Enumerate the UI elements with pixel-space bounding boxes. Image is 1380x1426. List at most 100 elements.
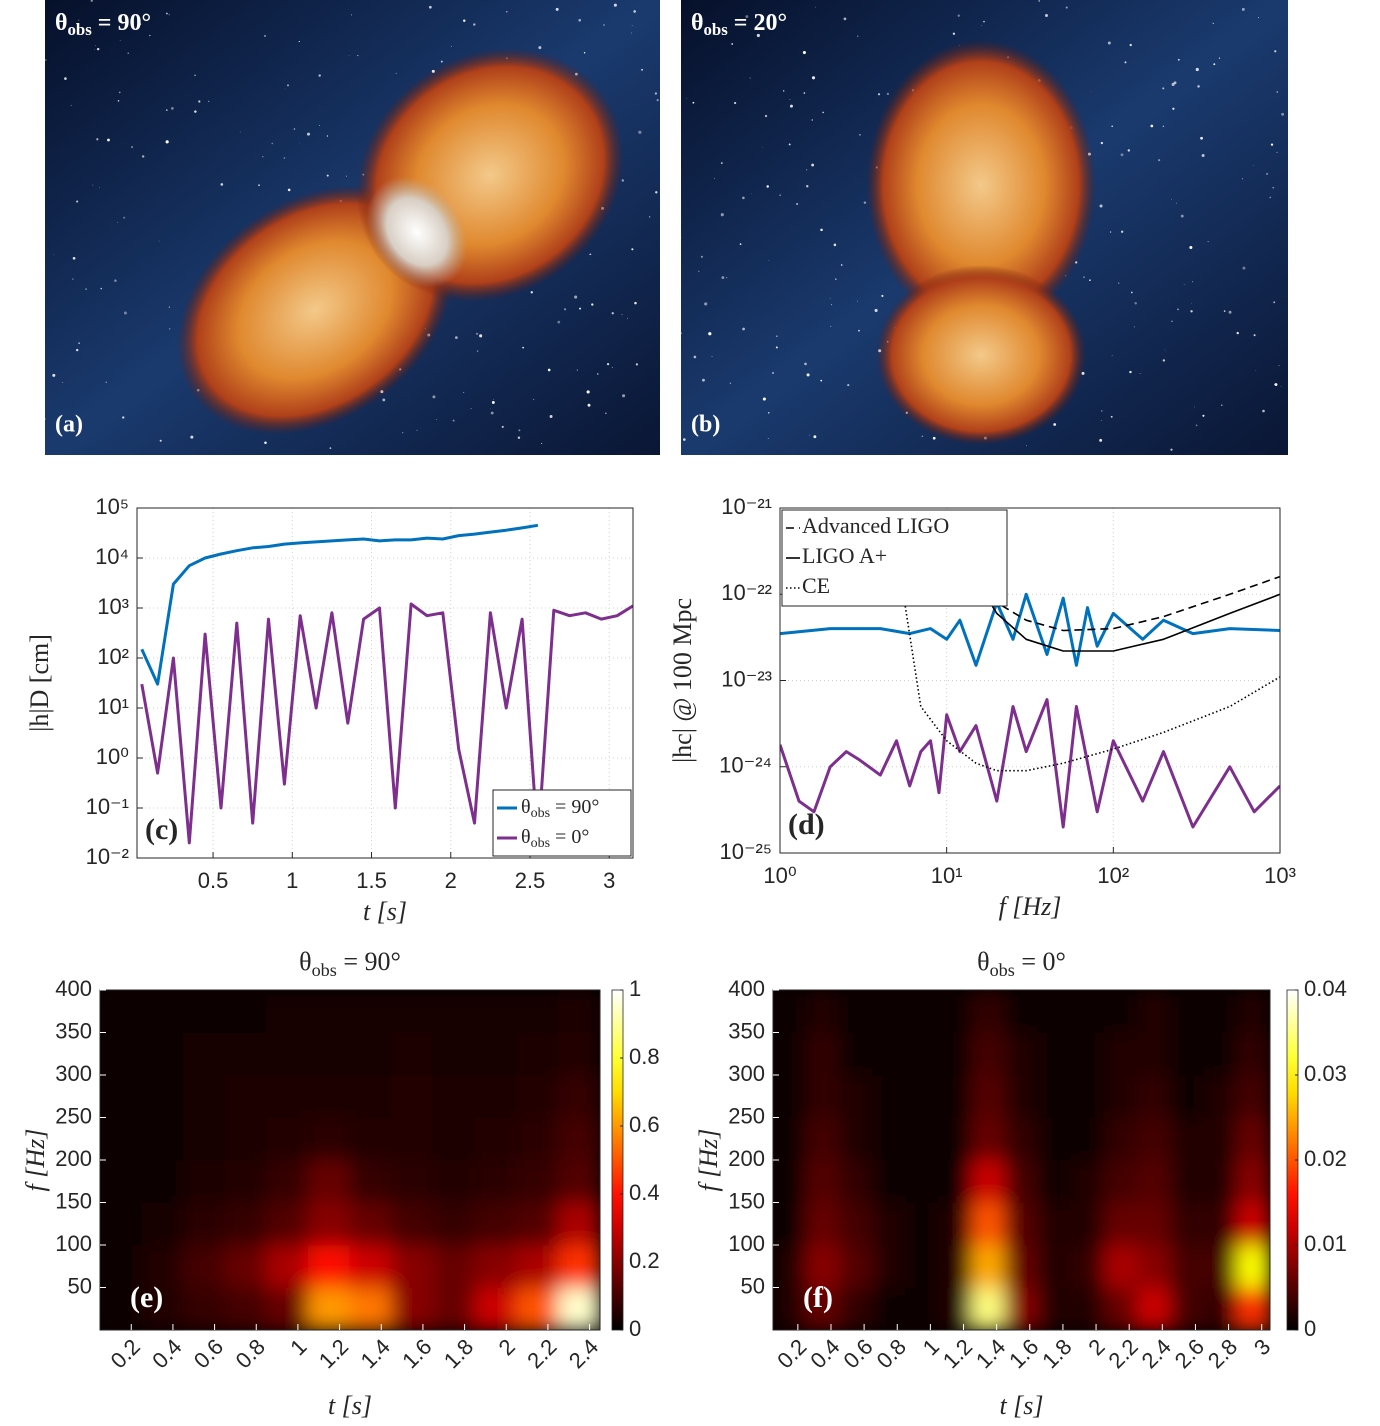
star <box>656 98 659 102</box>
heatmap-cell <box>432 1159 476 1203</box>
series-group <box>140 523 633 845</box>
heatmap-cell <box>1004 1159 1039 1203</box>
star <box>631 25 633 27</box>
star <box>1273 301 1276 304</box>
star <box>1118 282 1120 284</box>
star <box>416 429 418 431</box>
star <box>1164 349 1166 351</box>
star <box>319 124 321 126</box>
star <box>833 243 837 247</box>
image-title: θobs = 90° <box>55 10 151 40</box>
star <box>165 109 168 111</box>
star <box>1171 320 1173 322</box>
heatmap-cell <box>905 990 940 1033</box>
heatmap-cell <box>432 1202 476 1246</box>
heatmap-cell <box>557 1202 600 1246</box>
star <box>555 7 559 11</box>
heatmap-cell <box>805 1159 840 1203</box>
y-axis-label: f [Hz] <box>21 1129 50 1192</box>
star <box>693 355 697 359</box>
heatmap-cell <box>838 1032 873 1076</box>
x-tick-label: 2.4 <box>564 1334 603 1373</box>
heatmap-cell <box>100 1244 143 1288</box>
x-tick-label: 3 <box>603 868 615 893</box>
star <box>100 287 103 290</box>
star <box>591 303 594 306</box>
star <box>194 74 196 77</box>
star <box>813 435 817 439</box>
star <box>806 169 808 171</box>
heatmap-cell <box>391 1074 434 1118</box>
star <box>720 162 723 165</box>
series-line <box>946 533 1280 632</box>
star <box>131 146 133 148</box>
heatmap-cell <box>805 1032 840 1076</box>
heatmap-cell <box>349 1244 393 1288</box>
star <box>264 35 266 37</box>
heatmap-cell <box>1037 1287 1072 1330</box>
series-group <box>780 533 1280 829</box>
star <box>767 411 770 414</box>
star <box>96 47 100 51</box>
star <box>493 399 494 400</box>
star <box>1150 124 1154 128</box>
star <box>776 335 778 337</box>
star <box>78 19 80 21</box>
star <box>346 175 348 177</box>
x-tick-label: 0.2 <box>106 1334 145 1373</box>
star <box>597 373 599 375</box>
heatmap-cell <box>1004 1074 1039 1118</box>
heatmap-cell <box>1070 1287 1105 1330</box>
star <box>489 408 491 410</box>
heatmap-cell <box>1037 1244 1072 1288</box>
x-tick-label: 10⁰ <box>763 863 796 888</box>
star <box>742 196 745 200</box>
heatmap-cell <box>224 1032 268 1076</box>
heatmap-cell <box>1236 1202 1270 1246</box>
heatmap-cell <box>1203 1244 1238 1288</box>
star <box>326 135 329 137</box>
heatmap-cell <box>1070 1117 1105 1161</box>
star <box>682 438 686 441</box>
heatmap-cell <box>432 1117 476 1161</box>
heatmap-cell <box>773 1074 807 1118</box>
series-line <box>975 578 1280 652</box>
star <box>1026 445 1027 447</box>
star <box>749 77 751 79</box>
star <box>627 317 629 319</box>
axes-frame <box>779 507 1281 854</box>
legend-label: Advanced LIGO <box>802 513 949 538</box>
star <box>72 256 76 260</box>
colorbar-label: 0.03 <box>1304 1061 1347 1086</box>
star <box>44 59 47 61</box>
star <box>258 184 260 187</box>
y-tick-label: 300 <box>728 1061 765 1086</box>
star <box>702 378 705 382</box>
star <box>589 253 591 255</box>
star <box>831 304 833 306</box>
star <box>739 243 742 245</box>
y-tick-label: 10⁵ <box>95 494 129 519</box>
star <box>501 425 504 428</box>
heatmap-cell <box>805 1074 840 1118</box>
heatmap-cell <box>224 1287 268 1330</box>
star <box>293 128 296 130</box>
heatmap-cell <box>1170 1244 1205 1288</box>
y-tick-label: 10¹ <box>97 694 129 719</box>
heatmap-cell <box>1136 1074 1172 1118</box>
heatmap-cell <box>182 1244 226 1288</box>
heatmap-cell <box>349 1287 393 1330</box>
heatmap-cell <box>307 1244 351 1288</box>
star <box>428 5 432 9</box>
x-tick-label: 0.6 <box>189 1334 228 1373</box>
star <box>1107 41 1111 45</box>
star <box>704 302 708 306</box>
star <box>271 142 274 145</box>
colorbar <box>611 989 624 1331</box>
heatmap-cell <box>141 1287 184 1330</box>
heatmap-cell <box>474 990 518 1033</box>
star <box>357 55 359 57</box>
star <box>1099 438 1103 442</box>
x-axis-label: f [Hz] <box>999 892 1062 921</box>
heatmap-cell <box>432 1032 476 1076</box>
